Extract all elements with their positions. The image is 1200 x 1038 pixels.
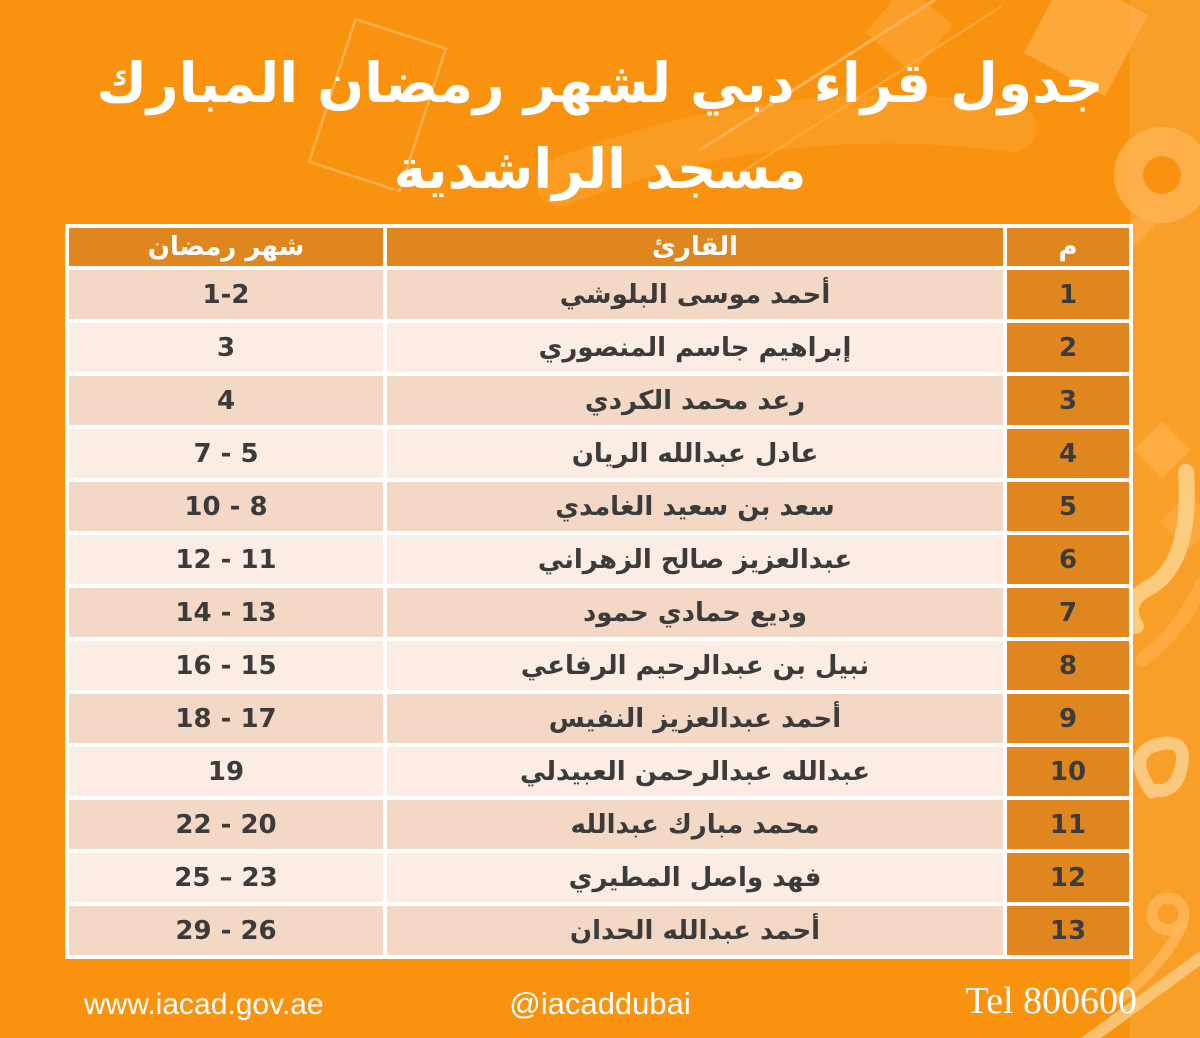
poster-title-line1: جدول قراء دبي لشهر رمضان المبارك xyxy=(96,51,1104,115)
cell-reciter: فهد واصل المطيري xyxy=(387,853,1003,902)
col-header-reciter: القارئ xyxy=(387,228,1003,266)
calligraphy-swoosh xyxy=(536,95,1036,206)
cell-dates: 13 - 14 xyxy=(69,588,383,637)
table-row: 13 أحمد عبدالله الحدان 26 - 29 xyxy=(69,906,1129,955)
footer-website: www.iacad.gov.ae xyxy=(84,988,324,1021)
cell-dates: 11 - 12 xyxy=(69,535,383,584)
cell-number: 8 xyxy=(1007,641,1129,690)
cell-number: 12 xyxy=(1007,853,1129,902)
thin-diagonal-line xyxy=(699,0,938,152)
cell-dates: 15 - 16 xyxy=(69,641,383,690)
table-row: 9 أحمد عبدالعزيز النفيس 17 - 18 xyxy=(69,694,1129,743)
col-header-dates: شهر رمضان xyxy=(69,228,383,266)
cell-reciter: إبراهيم جاسم المنصوري xyxy=(387,323,1003,372)
cell-reciter: نبيل بن عبدالرحيم الرفاعي xyxy=(387,641,1003,690)
cell-number: 11 xyxy=(1007,800,1129,849)
cell-number: 10 xyxy=(1007,747,1129,796)
poster-title-line2: مسجد الراشدية xyxy=(393,137,807,201)
table-row: 1 أحمد موسى البلوشي 1-2 xyxy=(69,270,1129,319)
table-row: 11 محمد مبارك عبدالله 20 - 22 xyxy=(69,800,1129,849)
table-row: 3 رعد محمد الكردي 4 xyxy=(69,376,1129,425)
cell-dates: 20 - 22 xyxy=(69,800,383,849)
cell-number: 5 xyxy=(1007,482,1129,531)
cell-dates: 5 - 7 xyxy=(69,429,383,478)
cell-reciter: رعد محمد الكردي xyxy=(387,376,1003,425)
cell-reciter: عادل عبدالله الريان xyxy=(387,429,1003,478)
cell-dates: 17 - 18 xyxy=(69,694,383,743)
col-header-number: م xyxy=(1007,228,1129,266)
table-row: 4 عادل عبدالله الريان 5 - 7 xyxy=(69,429,1129,478)
schedule-table: م القارئ شهر رمضان 1 أحمد موسى البلوشي 1… xyxy=(65,224,1133,959)
cream-diagonal-stroke xyxy=(1080,950,1200,1038)
calligraphy-stroke xyxy=(1135,577,1200,667)
cell-dates: 23 – 25 xyxy=(69,853,383,902)
table-row: 5 سعد بن سعيد الغامدي 8 - 10 xyxy=(69,482,1129,531)
cell-number: 7 xyxy=(1007,588,1129,637)
cell-dates: 3 xyxy=(69,323,383,372)
poster-title: جدول قراء دبي لشهر رمضان المبارك مسجد ال… xyxy=(0,40,1200,212)
cell-number: 3 xyxy=(1007,376,1129,425)
cell-dates: 8 - 10 xyxy=(69,482,383,531)
footer-social-handle: @iacaddubai xyxy=(509,986,691,1021)
footer-phone: Tel 800600 xyxy=(965,980,1137,1022)
cell-reciter: عبدالعزيز صالح الزهراني xyxy=(387,535,1003,584)
cell-number: 4 xyxy=(1007,429,1129,478)
cell-reciter: وديع حمادي حمود xyxy=(387,588,1003,637)
haa-letter-loop xyxy=(1133,736,1189,799)
waw-letter-tail xyxy=(1114,920,1188,1004)
cell-reciter: محمد مبارك عبدالله xyxy=(387,800,1003,849)
filled-diamond xyxy=(1023,0,1149,97)
meem-letter-hole xyxy=(1143,156,1181,194)
cell-number: 13 xyxy=(1007,906,1129,955)
outlined-diamond xyxy=(307,17,448,193)
table-row: 6 عبدالعزيز صالح الزهراني 11 - 12 xyxy=(69,535,1129,584)
cell-reciter: أحمد عبدالله الحدان xyxy=(387,906,1003,955)
table-row: 10 عبدالله عبدالرحمن العبيدلي 19 xyxy=(69,747,1129,796)
table-row: 8 نبيل بن عبدالرحيم الرفاعي 15 - 16 xyxy=(69,641,1129,690)
cell-dates: 19 xyxy=(69,747,383,796)
cell-number: 6 xyxy=(1007,535,1129,584)
filled-diamond xyxy=(865,0,953,73)
cell-reciter: أحمد عبدالعزيز النفيس xyxy=(387,694,1003,743)
cell-dates: 26 - 29 xyxy=(69,906,383,955)
cell-number: 1 xyxy=(1007,270,1129,319)
waw-letter-head xyxy=(1146,892,1190,936)
cell-dates: 4 xyxy=(69,376,383,425)
cell-number: 2 xyxy=(1007,323,1129,372)
table-row: 12 فهد واصل المطيري 23 – 25 xyxy=(69,853,1129,902)
cell-number: 9 xyxy=(1007,694,1129,743)
table-header-row: م القارئ شهر رمضان xyxy=(69,228,1129,266)
cell-dates: 1-2 xyxy=(69,270,383,319)
cell-reciter: سعد بن سعيد الغامدي xyxy=(387,482,1003,531)
cell-reciter: عبدالله عبدالرحمن العبيدلي xyxy=(387,747,1003,796)
thin-diagonal-line xyxy=(741,5,1003,173)
table-row: 7 وديع حمادي حمود 13 - 14 xyxy=(69,588,1129,637)
filled-diamond xyxy=(1133,421,1191,479)
cell-reciter: أحمد موسى البلوشي xyxy=(387,270,1003,319)
table-row: 2 إبراهيم جاسم المنصوري 3 xyxy=(69,323,1129,372)
